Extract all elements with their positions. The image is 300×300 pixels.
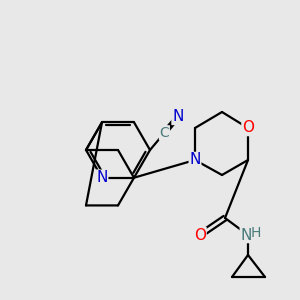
Text: N: N — [172, 110, 184, 124]
Text: O: O — [242, 121, 254, 136]
Text: C: C — [160, 126, 169, 140]
Text: H: H — [251, 226, 261, 240]
Text: N: N — [240, 227, 252, 242]
Text: N: N — [96, 170, 108, 185]
Text: O: O — [194, 227, 206, 242]
Text: N: N — [189, 152, 201, 167]
